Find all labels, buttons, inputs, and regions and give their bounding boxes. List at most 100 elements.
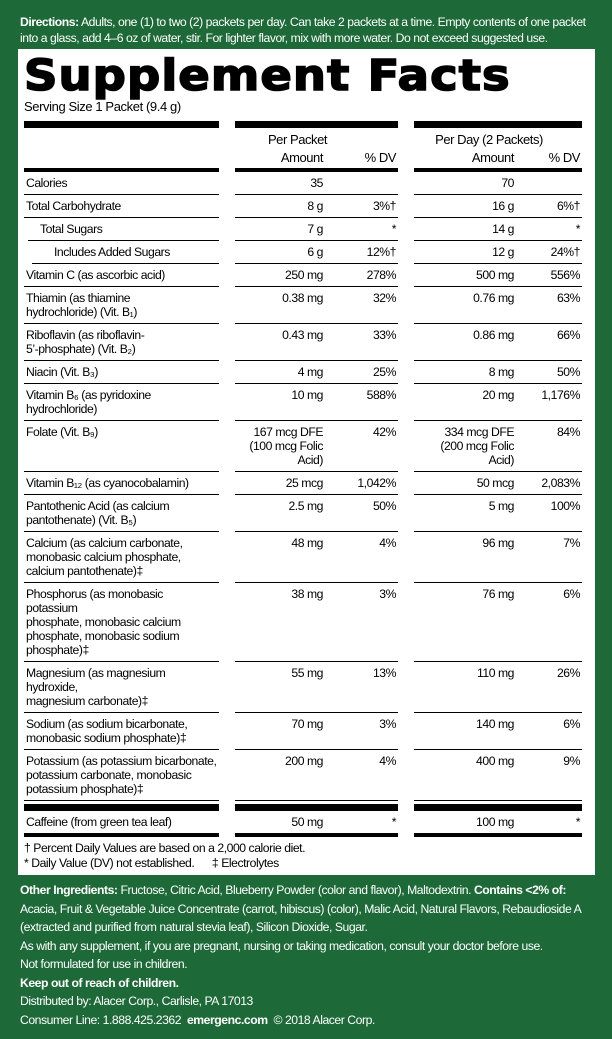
footnote-not-established: * Daily Value (DV) not established. ‡ El… bbox=[24, 856, 279, 870]
per-packet-amount: 200 mg bbox=[235, 750, 335, 801]
per-day-dv: 6%† bbox=[516, 195, 582, 218]
warning: As with any supplement, if you are pregn… bbox=[20, 938, 543, 953]
spacer bbox=[398, 583, 414, 662]
per-packet-amount: 6 g bbox=[235, 241, 335, 264]
nutrient-row: Pantothenic Acid (as calcium pantothenat… bbox=[24, 495, 589, 532]
per-day-dv: 66% bbox=[516, 324, 582, 361]
per-packet-amount: 7 g bbox=[235, 218, 335, 241]
per-packet-dv: * bbox=[335, 218, 398, 241]
per-day-dv: * bbox=[516, 218, 582, 241]
nutrient-row: Caffeine (from green tea leaf) 50 mg * 100 … bbox=[24, 804, 589, 837]
spacer bbox=[398, 804, 414, 837]
per-packet-dv bbox=[335, 168, 398, 195]
contains-label: Contains <2% of: bbox=[473, 883, 566, 897]
per-day-dv: 63% bbox=[516, 287, 582, 324]
per-day-dv: 26% bbox=[516, 662, 582, 713]
nutrient-row: Niacin (Vit. B₃) 4 mg 25% 8 mg 50% bbox=[24, 361, 589, 384]
per-packet-amount: 167 mcg DFE (100 mcg Folic Acid) bbox=[235, 421, 335, 472]
spacer bbox=[398, 324, 414, 361]
spacer bbox=[398, 264, 414, 287]
per-day-amount: 96 mg bbox=[414, 532, 516, 583]
spacer bbox=[398, 168, 414, 195]
spacer bbox=[398, 495, 414, 532]
spacer bbox=[398, 472, 414, 495]
per-packet-dv: 13% bbox=[335, 662, 398, 713]
nutrient-row: Total Carbohydrate 8 g 3%† 16 g 6%† bbox=[24, 195, 589, 218]
other-ingredients-label: Other Ingredients: bbox=[20, 883, 118, 897]
other-ingredients-text: Fructose, Citric Acid, Blueberry Powder … bbox=[117, 883, 474, 897]
nutrient-name: Vitamin B₆ (as pyridoxine hydrochloride) bbox=[24, 384, 219, 421]
nutrient-rows: Calories 35 70 Total Carbohydrate 8 g 3%† 16 g… bbox=[24, 168, 589, 801]
nutrient-name: Thiamin (as thiamine hydrochloride) (Vit… bbox=[24, 287, 219, 324]
nutrient-row: Includes Added Sugars 6 g 12%† 12 g 24%† bbox=[24, 241, 589, 264]
per-packet-amount: 10 mg bbox=[235, 384, 335, 421]
per-packet-dv: 588% bbox=[335, 384, 398, 421]
per-day-dv bbox=[516, 168, 582, 195]
nutrient-row: Calcium (as calcium carbonate, monobasic… bbox=[24, 532, 589, 583]
footnotes: † Percent Daily Values are based on a 2,… bbox=[24, 837, 589, 871]
consumer-line: Consumer Line: 1.888.425.2362 emergenc.c… bbox=[20, 1011, 600, 1030]
nutrient-name: Folate (Vit. B₉) bbox=[24, 421, 219, 472]
per-packet-amount: 50 mg bbox=[235, 804, 335, 837]
per-day-dv: 7% bbox=[516, 532, 582, 583]
nutrient-name: Potassium (as potassium bicarbonate, pot… bbox=[24, 750, 219, 801]
per-packet-header: Per Packet bbox=[235, 121, 398, 150]
nutrient-name: Calories bbox=[24, 168, 219, 195]
header-row: Per Packet Per Day (2 Packets) bbox=[24, 121, 589, 150]
per-packet-dv: 278% bbox=[335, 264, 398, 287]
per-packet-dv: 32% bbox=[335, 287, 398, 324]
per-day-amount: 14 g bbox=[414, 218, 516, 241]
nutrient-name: Phosphorus (as monobasic potassium phosp… bbox=[24, 583, 219, 662]
spacer bbox=[219, 421, 235, 472]
per-day-dv: 9% bbox=[516, 750, 582, 801]
spacer bbox=[219, 241, 235, 264]
per-packet-dv: 3% bbox=[335, 583, 398, 662]
per-packet-amount: 55 mg bbox=[235, 662, 335, 713]
nutrient-row: Vitamin C (as ascorbic acid) 250 mg 278% 50… bbox=[24, 264, 589, 287]
subheader-row: Amount % DV Amount % DV bbox=[24, 150, 589, 168]
dv-header: % DV bbox=[364, 150, 397, 165]
spacer bbox=[219, 662, 235, 713]
spacer bbox=[398, 287, 414, 324]
nutrient-name: Vitamin C (as ascorbic acid) bbox=[24, 264, 219, 287]
other-info: Other Ingredients: Fructose, Citric Acid… bbox=[20, 881, 600, 1029]
nutrient-row: Riboflavin (as riboflavin- 5’-phosphate)… bbox=[24, 324, 589, 361]
directions-text: Adults, one (1) to two (2) packets per d… bbox=[20, 15, 586, 45]
nutrient-row: Thiamin (as thiamine hydrochloride) (Vit… bbox=[24, 287, 589, 324]
nutrient-row: Phosphorus (as monobasic potassium phosp… bbox=[24, 583, 589, 662]
per-packet-dv: 33% bbox=[335, 324, 398, 361]
nutrient-row: Potassium (as potassium bicarbonate, pot… bbox=[24, 750, 589, 801]
per-day-dv: 6% bbox=[516, 713, 582, 750]
spacer bbox=[398, 150, 414, 168]
nutrient-row: Folate (Vit. B₉) 167 mcg DFE (100 mcg Fol… bbox=[24, 421, 589, 472]
spacer bbox=[398, 384, 414, 421]
caffeine-section: Caffeine (from green tea leaf) 50 mg * 100 … bbox=[24, 804, 589, 837]
spacer bbox=[398, 195, 414, 218]
per-packet-amount: 70 mg bbox=[235, 713, 335, 750]
per-day-dv: 2,083% bbox=[516, 472, 582, 495]
directions-label: Directions: bbox=[20, 15, 79, 29]
spacer bbox=[219, 287, 235, 324]
spacer bbox=[219, 218, 235, 241]
nutrient-name: Includes Added Sugars bbox=[32, 241, 219, 264]
per-packet-amount: 4 mg bbox=[235, 361, 335, 384]
per-day-amount: 400 mg bbox=[414, 750, 516, 801]
per-packet-amount: 35 bbox=[235, 168, 335, 195]
consumer-phone: Consumer Line: 1.888.425.2362 bbox=[20, 1012, 187, 1027]
per-packet-dv: 3% bbox=[335, 713, 398, 750]
per-day-amount: 70 bbox=[414, 168, 516, 195]
per-packet-dv: 3%† bbox=[335, 195, 398, 218]
nutrient-row: Total Sugars 7 g * 14 g * bbox=[24, 218, 589, 241]
amount-header: Amount bbox=[471, 150, 515, 165]
nutrient-row: Vitamin B₁₂ (as cyanocobalamin) 25 mcg 1,0… bbox=[24, 472, 589, 495]
website-link[interactable]: emergenc.com bbox=[186, 1012, 268, 1027]
per-day-amount: 334 mcg DFE (200 mcg Folic Acid) bbox=[414, 421, 516, 472]
spacer bbox=[219, 472, 235, 495]
per-day-dv: 100% bbox=[516, 495, 582, 532]
nutrient-row: Sodium (as sodium bicarbonate, monobasic… bbox=[24, 713, 589, 750]
per-packet-amount: 48 mg bbox=[235, 532, 335, 583]
dv-header: % DV bbox=[548, 150, 581, 165]
spacer bbox=[219, 264, 235, 287]
spacer bbox=[398, 713, 414, 750]
nutrient-row: Calories 35 70 bbox=[24, 168, 589, 195]
